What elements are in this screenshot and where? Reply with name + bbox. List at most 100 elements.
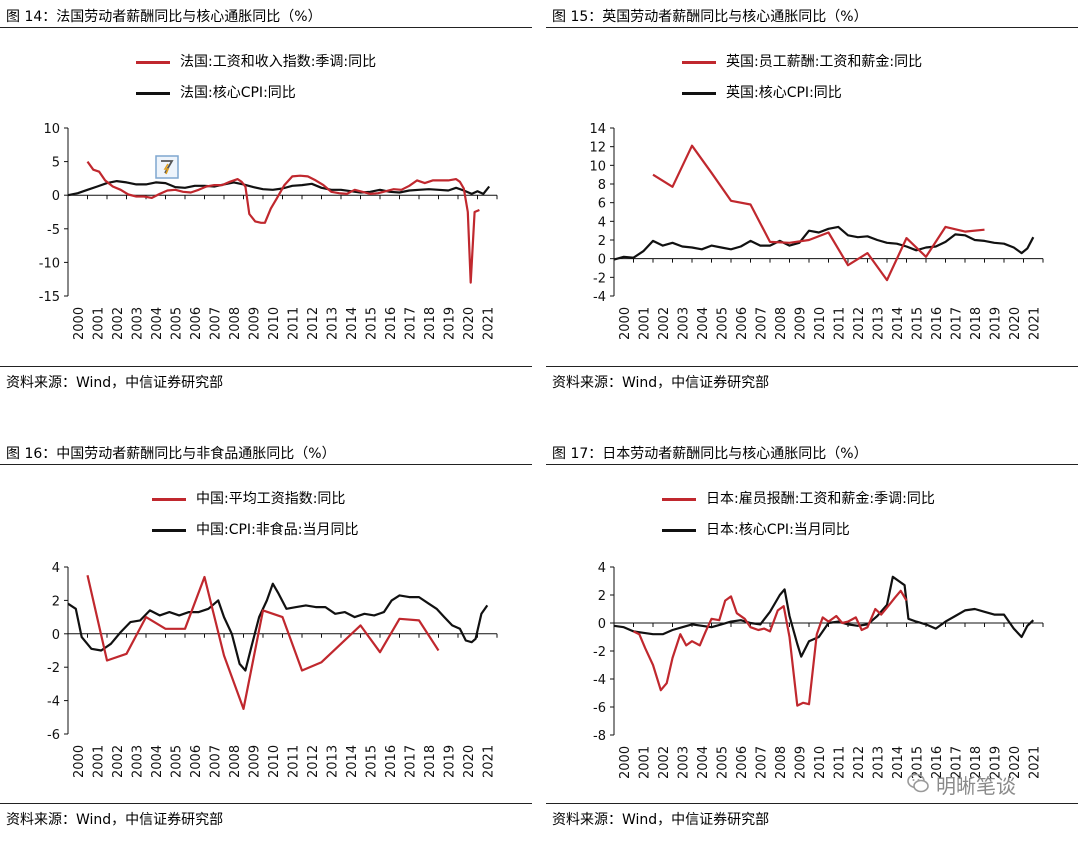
x-tick-label: 2016 [384, 745, 399, 778]
x-tick-label: 2004 [696, 307, 711, 340]
y-tick-label: 6 [598, 197, 606, 212]
x-tick-label: 2011 [832, 746, 847, 779]
series-line-cpi [67, 582, 489, 672]
x-tick-label: 2002 [111, 745, 126, 778]
legend-swatch-red [136, 61, 170, 64]
y-tick-label: -2 [47, 661, 60, 676]
y-tick-label: 0 [598, 253, 606, 268]
title-rule [546, 27, 1078, 28]
line-chart: 4 2 0 -2 -4 -6 2000 2001 2002 2003 2004 2005 2006 200… [47, 561, 498, 778]
x-tick-label: 2003 [676, 307, 691, 340]
x-tick-label: 2013 [871, 746, 886, 779]
x-tick-label: 2017 [949, 746, 964, 779]
x-tick-label: 2000 [618, 307, 633, 340]
y-tick-label: 4 [598, 215, 606, 230]
chart-panel-china: 图 16：中国劳动者薪酬同比与非食品通胀同比（%） 中国:平均工资指数:同比 中… [0, 437, 540, 852]
wechat-icon [907, 773, 929, 793]
x-tick-label: 2009 [793, 307, 808, 340]
chart-title: 图 17：日本劳动者薪酬同比与核心通胀同比（%） [552, 446, 868, 462]
chart-title: 图 15：英国劳动者薪酬同比与核心通胀同比（%） [552, 9, 868, 25]
x-tick-label: 2015 [364, 307, 379, 340]
chart-panel-japan: 图 17：日本劳动者薪酬同比与核心通胀同比（%） 日本:雇员报酬:工资和薪金:季… [546, 437, 1080, 852]
title-rule [0, 464, 532, 465]
x-tick-label: 2006 [735, 746, 750, 779]
series-line-wage [633, 589, 908, 707]
x-tick-label: 2020 [462, 745, 477, 778]
x-tick-label: 2000 [72, 307, 87, 340]
x-tick-label: 2011 [832, 307, 847, 340]
x-tick-label: 2015 [910, 307, 925, 340]
x-tick-label: 2015 [364, 745, 379, 778]
x-tick-label: 2006 [189, 745, 204, 778]
x-tick-label: 2004 [696, 746, 711, 779]
x-tick-label: 2003 [130, 307, 145, 340]
x-tick-label: 2001 [637, 746, 652, 779]
x-tick-label: 2012 [306, 745, 321, 778]
line-chart: 14 12 10 8 6 4 2 0 -2 -4 2000 2001 2002 2003 2004 2005 2… [589, 122, 1044, 340]
x-tick-label: 2003 [130, 745, 145, 778]
y-tick-label: -5 [47, 223, 60, 238]
x-tick-label: 2021 [1027, 746, 1042, 779]
series-line-wage [86, 575, 440, 710]
x-tick-label: 2018 [969, 307, 984, 340]
x-tick-label: 2019 [442, 307, 457, 340]
x-tick-label: 2014 [345, 307, 360, 340]
x-tick-label: 2005 [715, 307, 730, 340]
source-note: 资料来源：Wind，中信证券研究部 [6, 375, 224, 391]
x-tick-label: 2006 [189, 307, 204, 340]
legend-label: 英国:核心CPI:同比 [726, 85, 842, 101]
y-tick-label: 4 [598, 561, 606, 576]
y-tick-label: 4 [52, 561, 60, 576]
legend-label: 中国:平均工资指数:同比 [196, 491, 346, 507]
source-rule [546, 803, 1078, 804]
x-tick-label: 2007 [208, 745, 223, 778]
series-line-cpi [613, 575, 1035, 658]
y-tick-label: 2 [598, 234, 606, 249]
series-line-wage [652, 144, 985, 282]
x-tick-label: 2010 [813, 746, 828, 779]
x-tick-label: 2016 [930, 746, 945, 779]
x-tick-label: 2007 [754, 307, 769, 340]
x-tick-label: 2016 [930, 307, 945, 340]
y-tick-label: -10 [39, 256, 60, 271]
watermark-text: 明晰笔谈 [936, 774, 1016, 798]
x-tick-label: 2002 [657, 746, 672, 779]
legend-label: 法国:核心CPI:同比 [180, 85, 296, 101]
x-tick-label: 2012 [852, 307, 867, 340]
source-rule [546, 366, 1078, 367]
x-tick-label: 2015 [910, 746, 925, 779]
x-tick-label: 2010 [267, 307, 282, 340]
y-tick-label: -2 [593, 271, 606, 286]
x-tick-label: 2017 [403, 745, 418, 778]
x-tick-label: 2013 [871, 307, 886, 340]
legend-swatch-black [152, 529, 186, 532]
x-tick-label: 2008 [774, 746, 789, 779]
source-note: 资料来源：Wind，中信证券研究部 [552, 812, 770, 828]
y-tick-label: -6 [593, 701, 606, 716]
x-tick-label: 2021 [481, 745, 496, 778]
y-tick-label: -8 [593, 729, 606, 744]
x-tick-label: 2014 [891, 307, 906, 340]
y-tick-label: -15 [39, 290, 60, 305]
line-chart: 4 2 0 -2 -4 -6 -8 2000 2001 2002 2003 2004 2005 2006 2… [593, 561, 1044, 779]
y-tick-label: -4 [593, 673, 606, 688]
x-tick-label: 2005 [715, 746, 730, 779]
chart-panel-uk: 图 15：英国劳动者薪酬同比与核心通胀同比（%） 英国:员工薪酬:工资和薪金:同… [546, 0, 1080, 415]
x-tick-label: 2006 [735, 307, 750, 340]
y-tick-label: -6 [47, 728, 60, 743]
x-tick-label: 2011 [286, 307, 301, 340]
x-tick-label: 2008 [774, 307, 789, 340]
legend-swatch-black [662, 529, 696, 532]
x-tick-label: 2001 [91, 745, 106, 778]
y-tick-label: 0 [52, 189, 60, 204]
x-tick-label: 2019 [442, 745, 457, 778]
x-tick-label: 2010 [813, 307, 828, 340]
legend-label: 英国:员工薪酬:工资和薪金:同比 [726, 54, 923, 70]
chart-title: 图 16：中国劳动者薪酬同比与非食品通胀同比（%） [6, 446, 336, 462]
legend-swatch-black [136, 92, 170, 95]
x-tick-label: 2008 [228, 745, 243, 778]
title-rule [0, 27, 532, 28]
source-note: 资料来源：Wind，中信证券研究部 [6, 812, 224, 828]
x-tick-label: 2002 [111, 307, 126, 340]
legend-swatch-red [682, 61, 716, 64]
